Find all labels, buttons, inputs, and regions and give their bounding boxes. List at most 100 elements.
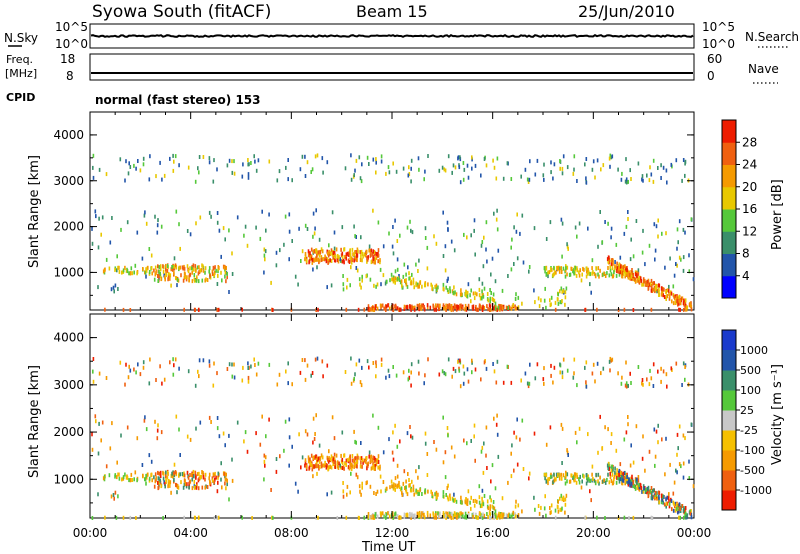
velocity-point: [342, 489, 345, 494]
power-point: [618, 266, 620, 271]
power-point: [490, 272, 492, 277]
power-point: [158, 269, 160, 274]
power-point: [150, 266, 153, 270]
power-point: [585, 176, 587, 181]
velocity-point: [408, 368, 410, 373]
power-point: [208, 160, 211, 165]
power-point: [331, 210, 334, 215]
velocity-point: [183, 482, 186, 487]
velocity-point: [139, 372, 142, 377]
velocity-point: [198, 515, 200, 520]
velocity-point: [208, 359, 211, 364]
velocity-point: [490, 498, 492, 503]
power-point: [553, 265, 555, 270]
velocity-point: [560, 472, 562, 477]
velocity-point: [473, 434, 475, 439]
velocity-point: [174, 357, 177, 362]
power-point: [511, 237, 513, 242]
velocity-point: [654, 490, 657, 495]
power-point: [587, 271, 589, 276]
power-point: [388, 170, 391, 175]
velocity-point: [658, 497, 660, 502]
power-point: [377, 248, 380, 253]
power-point: [365, 249, 368, 254]
velocity-colorbar-tick-label: 500: [740, 364, 761, 377]
velocity-point: [668, 501, 671, 506]
velocity-point: [603, 478, 605, 483]
velocity-point: [370, 459, 372, 464]
power-point: [646, 279, 649, 284]
velocity-point: [648, 489, 651, 494]
power-point: [629, 257, 632, 262]
power-point: [566, 272, 568, 277]
velocity-point: [589, 489, 591, 494]
velocity-point: [630, 481, 633, 486]
power-point: [457, 156, 459, 161]
velocity-point: [379, 474, 382, 479]
power-point: [223, 265, 225, 270]
velocity-point: [220, 477, 222, 482]
power-point: [312, 211, 315, 216]
power-point: [414, 305, 416, 310]
power-point: [650, 307, 653, 312]
velocity-point: [682, 433, 685, 438]
noise-tick-bottom-right: 10^0: [702, 37, 735, 51]
velocity-point: [445, 493, 447, 497]
velocity-point: [327, 459, 330, 464]
power-point: [178, 222, 180, 227]
velocity-point: [160, 430, 163, 435]
power-point: [629, 168, 631, 173]
power-point: [168, 272, 170, 277]
power-ylabel: Slant Range [km]: [27, 155, 42, 268]
power-point: [662, 165, 665, 170]
velocity-point: [578, 426, 581, 431]
power-point: [369, 307, 371, 312]
velocity-point: [159, 474, 162, 478]
velocity-point: [204, 477, 206, 482]
power-point: [621, 274, 623, 279]
power-point: [424, 169, 426, 174]
velocity-point: [401, 490, 403, 495]
power-point: [112, 285, 115, 290]
velocity-point: [555, 477, 557, 482]
velocity-point: [442, 415, 444, 420]
velocity-point: [616, 468, 618, 473]
velocity-point: [573, 371, 575, 376]
velocity-point: [379, 464, 381, 469]
velocity-point: [561, 497, 563, 502]
power-point: [607, 221, 609, 226]
velocity-point: [417, 475, 419, 480]
velocity-point: [334, 461, 337, 466]
power-point: [305, 258, 308, 263]
velocity-point: [321, 455, 324, 460]
velocity-point: [614, 470, 616, 475]
velocity-point: [481, 515, 484, 520]
velocity-point: [419, 488, 421, 493]
power-colorbar-segment: [722, 142, 736, 165]
power-point: [400, 279, 403, 284]
velocity-point: [568, 479, 571, 484]
power-point: [543, 298, 546, 303]
power-point: [332, 251, 335, 255]
power-point: [271, 307, 273, 312]
velocity-point: [341, 461, 344, 466]
power-point: [660, 292, 663, 297]
velocity-point: [486, 512, 488, 516]
power-point: [379, 267, 382, 272]
velocity-point: [665, 501, 668, 506]
velocity-point: [513, 430, 515, 435]
power-point: [682, 255, 685, 260]
velocity-point: [521, 418, 524, 423]
velocity-point: [259, 442, 262, 447]
velocity-point: [135, 370, 137, 375]
velocity-point: [204, 472, 207, 477]
velocity-point: [558, 473, 561, 478]
power-point: [561, 299, 563, 303]
power-point: [375, 170, 377, 175]
power-point: [382, 273, 385, 278]
velocity-colorbar-segment: [722, 350, 736, 371]
power-point: [596, 307, 598, 312]
velocity-point: [285, 369, 287, 374]
velocity-point: [377, 425, 380, 430]
velocity-point: [576, 475, 579, 479]
